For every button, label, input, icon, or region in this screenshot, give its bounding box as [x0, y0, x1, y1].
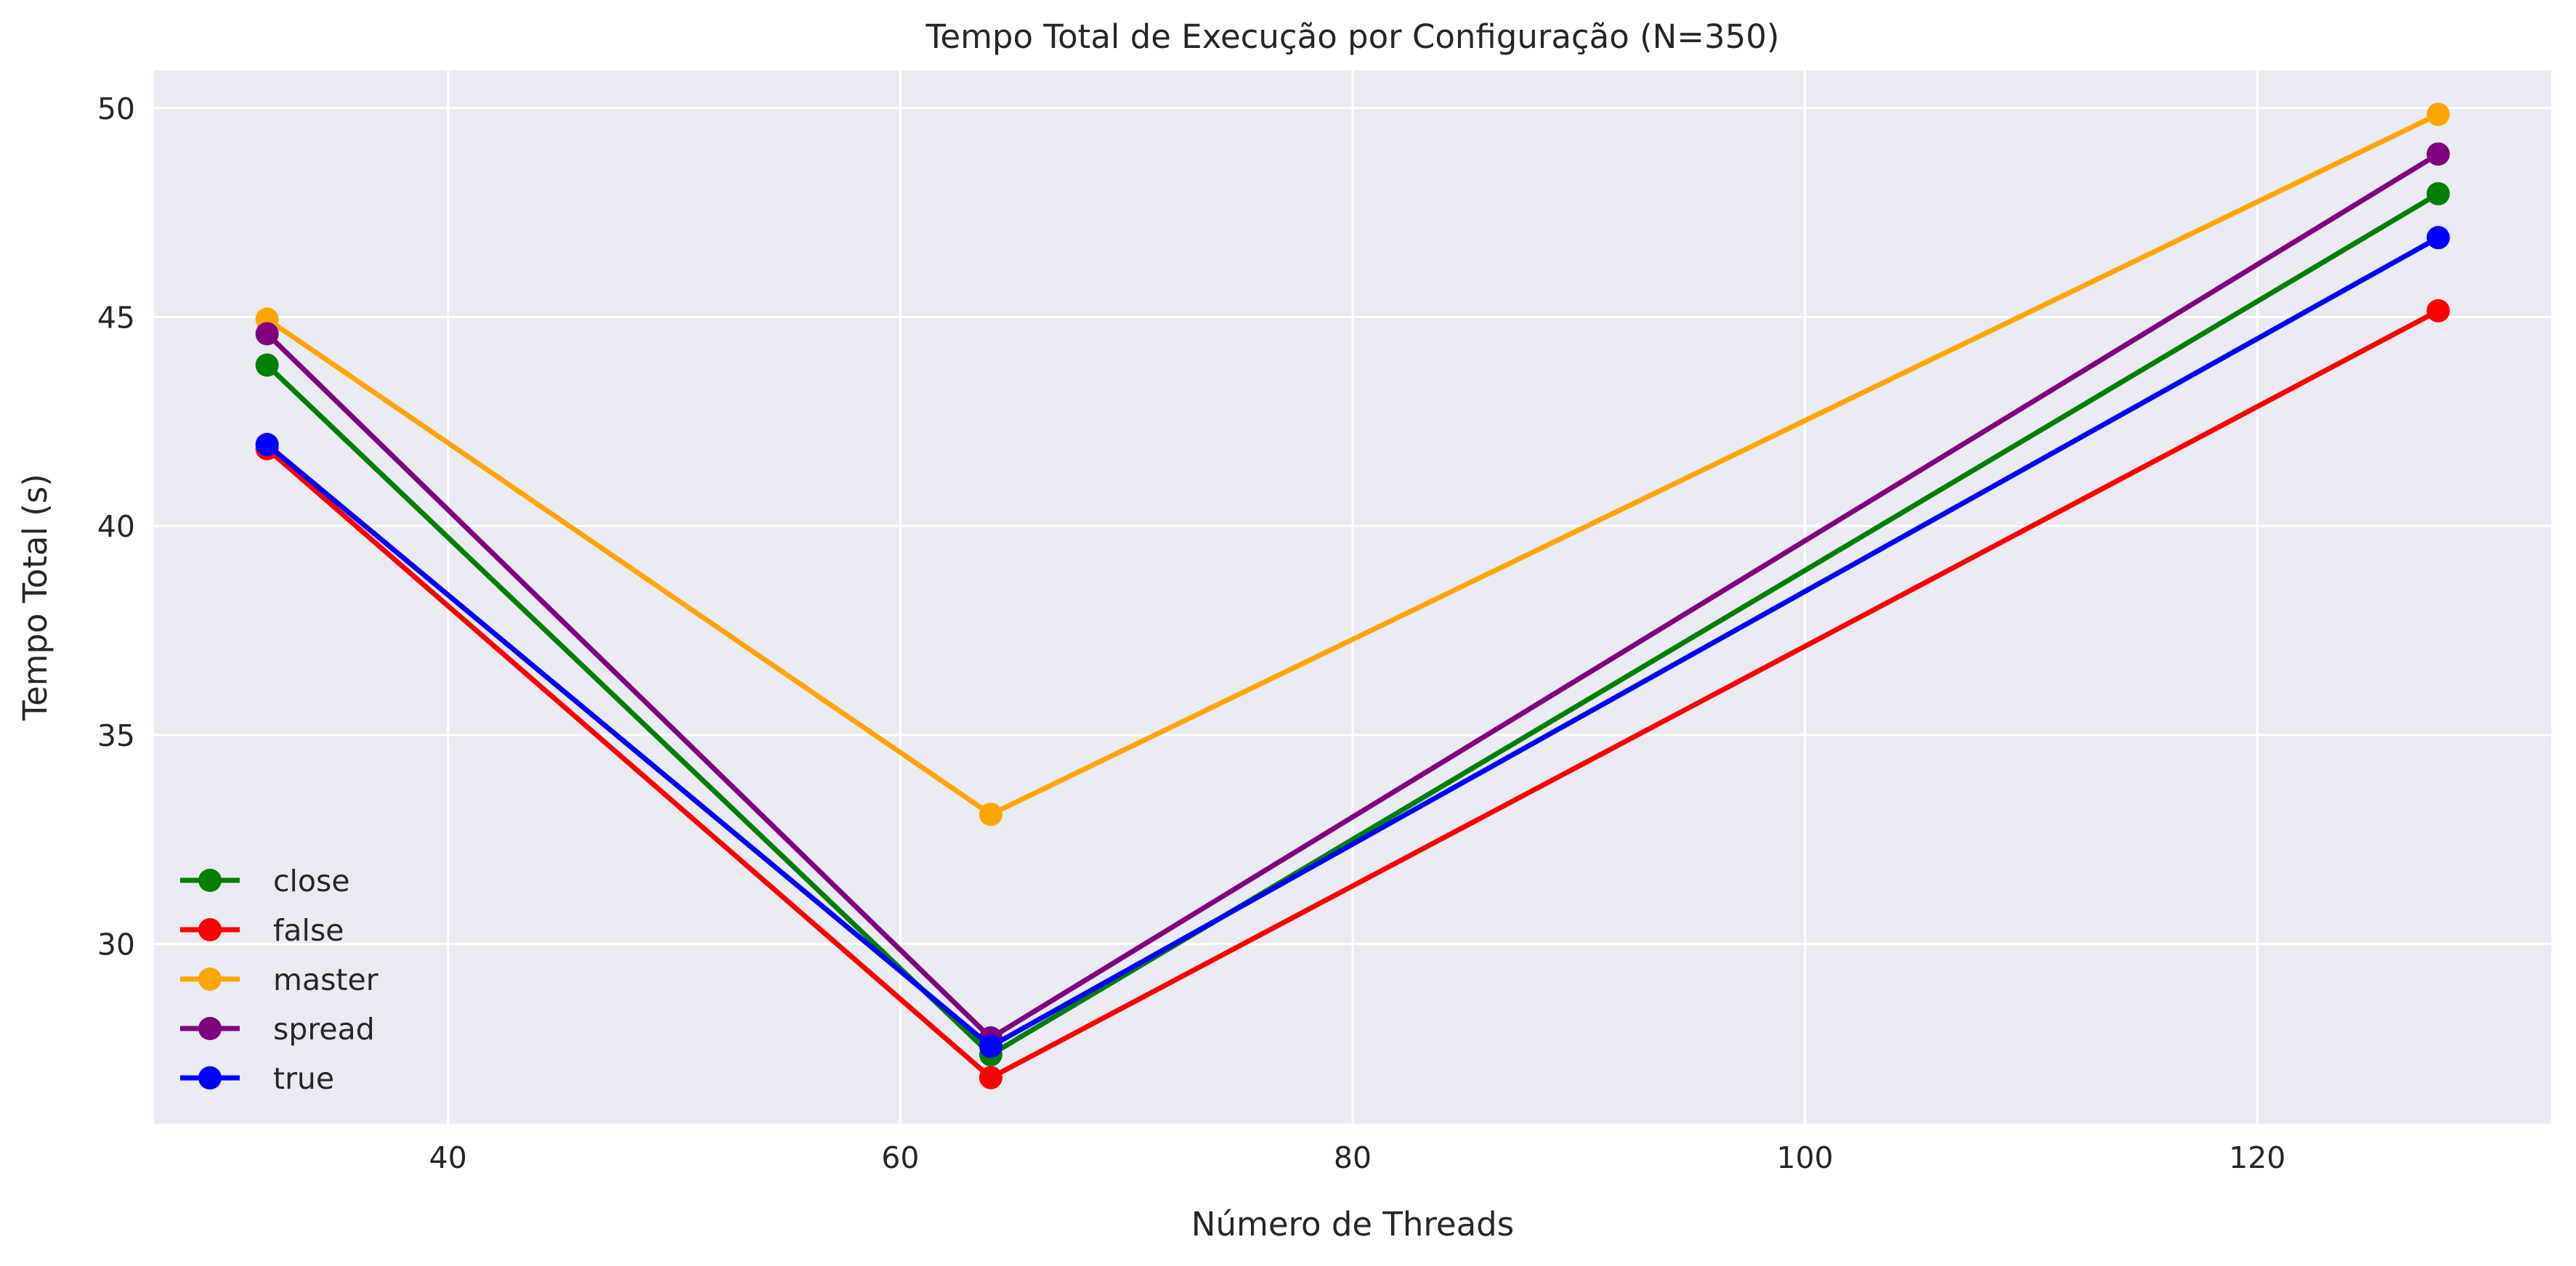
- data-point-false: [2426, 299, 2450, 322]
- legend-entry-spread: spread: [180, 1012, 375, 1047]
- data-point-true: [255, 432, 279, 456]
- x-tick-label: 40: [429, 1140, 467, 1175]
- legend-marker: [198, 1017, 222, 1040]
- y-tick-label: 45: [97, 300, 135, 335]
- legend-entry-master: master: [180, 962, 378, 997]
- data-point-spread: [2426, 142, 2450, 166]
- data-point-false: [979, 1066, 1003, 1090]
- legend-entry-true: true: [180, 1061, 334, 1096]
- legend-entry-false: false: [180, 913, 344, 948]
- legend-marker: [198, 1066, 222, 1090]
- legend-label: true: [273, 1061, 334, 1096]
- x-tick-label: 60: [881, 1140, 919, 1175]
- chart-title: Tempo Total de Execução por Configuração…: [926, 17, 1780, 56]
- y-axis-label: Tempo Total (s): [16, 474, 54, 721]
- data-point-close: [255, 353, 279, 377]
- legend-label: close: [273, 864, 350, 898]
- legend: close false master spread true: [180, 864, 378, 1096]
- data-point-master: [979, 803, 1003, 827]
- x-tick-label: 120: [2229, 1140, 2285, 1175]
- x-tick-label: 100: [1777, 1140, 1834, 1175]
- y-tick-label: 40: [97, 509, 135, 544]
- data-point-true: [979, 1034, 1003, 1058]
- y-ticks: 30 35 40 45 50: [97, 92, 135, 962]
- legend-marker: [198, 967, 222, 991]
- y-tick-label: 30: [97, 928, 135, 962]
- series-layer: [255, 102, 2450, 1090]
- data-point-true: [2426, 226, 2450, 250]
- legend-label: spread: [273, 1012, 375, 1047]
- x-tick-label: 80: [1334, 1140, 1372, 1175]
- series-master: [255, 102, 2450, 827]
- data-point-close: [2426, 182, 2450, 206]
- legend-label: master: [273, 962, 378, 997]
- x-ticks: 40 60 80 100 120: [429, 1140, 2286, 1175]
- legend-marker: [198, 918, 222, 941]
- legend-entry-close: close: [180, 864, 350, 898]
- legend-marker: [198, 869, 222, 892]
- data-point-spread: [255, 322, 279, 346]
- x-axis-label: Número de Threads: [1191, 1205, 1514, 1243]
- legend-label: false: [273, 913, 344, 948]
- y-tick-label: 50: [97, 92, 135, 126]
- y-tick-label: 35: [97, 718, 135, 753]
- series-true: [255, 226, 2450, 1058]
- data-point-master: [2426, 102, 2450, 126]
- grid: [154, 70, 2551, 1124]
